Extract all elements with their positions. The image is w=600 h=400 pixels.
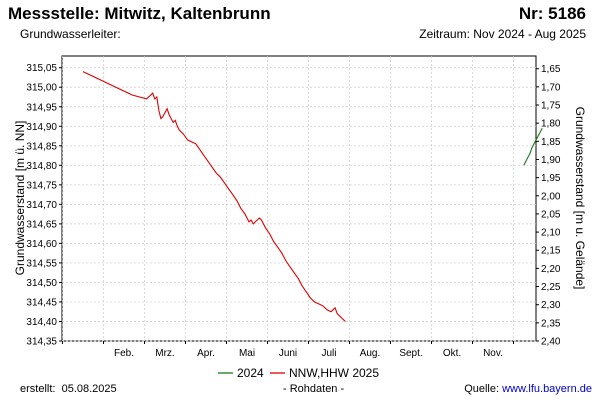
- series-line-nnw-hhw-2025: [82, 71, 346, 322]
- x-tick-label: Apr.: [197, 348, 215, 359]
- created-date: 05.08.2025: [61, 383, 117, 395]
- period-label: Zeitraum: Nov 2024 - Aug 2025: [419, 27, 586, 41]
- right-tick-label: 1,90: [541, 155, 561, 166]
- right-tick-label: 1,80: [541, 119, 561, 130]
- x-tick-label: Mai: [239, 348, 255, 359]
- right-tick-label: 1,95: [541, 173, 561, 184]
- left-tick-label: 314,75: [26, 180, 57, 191]
- right-tick-label: 2,20: [541, 264, 561, 275]
- x-tick-label: Mrz.: [155, 348, 174, 359]
- y-axis-label-right: Grundwasserstand [m u. Gelände]: [573, 107, 587, 290]
- legend: 2024 NNW,HHW 2025: [218, 366, 379, 380]
- station-number: Nr: 5186: [518, 4, 586, 23]
- raw-data-note: - Rohdaten -: [283, 383, 345, 395]
- grid: [62, 56, 536, 342]
- left-tick-label: 314,40: [26, 317, 57, 328]
- series-line-2024: [523, 127, 543, 166]
- x-tick-label: Feb.: [114, 348, 134, 359]
- left-tick-label: 314,45: [26, 297, 57, 308]
- right-tick-label: 2,30: [541, 300, 561, 311]
- left-tick-label: 315,00: [26, 83, 57, 94]
- right-tick-label: 2,25: [541, 282, 561, 293]
- legend-label-2025: NNW,HHW 2025: [289, 366, 379, 380]
- y-axis-label-left: Grundwasserstand [m ü. NN]: [13, 121, 27, 276]
- right-tick-label: 2,00: [541, 191, 561, 202]
- left-tick-label: 314,85: [26, 141, 57, 152]
- left-tick-label: 314,95: [26, 102, 57, 113]
- left-tick-label: 315,05: [26, 63, 57, 74]
- left-tick-label: 314,55: [26, 258, 57, 269]
- x-tick-label: Okt.: [443, 348, 461, 359]
- left-axis-ticks: 315,05 315,00 314,95 314,90 314,85 314,80 314,…: [26, 63, 62, 348]
- right-tick-label: 2,10: [541, 228, 561, 239]
- right-tick-label: 2,05: [541, 209, 561, 220]
- created-label: erstellt:: [20, 383, 56, 395]
- created-info: erstellt: 05.08.2025: [20, 383, 117, 395]
- x-axis-ticks: Feb. Mrz. Apr. Mai Juni Juli Aug. Sept. Okt. Nov.: [62, 341, 514, 359]
- left-tick-label: 314,35: [26, 337, 57, 348]
- right-tick-label: 2,40: [541, 337, 561, 348]
- source-link[interactable]: www.lfu.bayern.de: [502, 383, 592, 395]
- series-group: [82, 71, 543, 322]
- source-label: Quelle:: [464, 383, 500, 395]
- right-tick-label: 1,65: [541, 64, 561, 75]
- x-tick-label: Nov.: [483, 348, 503, 359]
- left-tick-label: 314,90: [26, 122, 57, 133]
- left-tick-label: 314,60: [26, 239, 57, 250]
- x-tick-label: Sept.: [399, 348, 422, 359]
- source-info: Quelle: www.lfu.bayern.de: [464, 383, 592, 395]
- x-tick-label: Aug.: [360, 348, 381, 359]
- x-tick-label: Juli: [321, 348, 336, 359]
- left-tick-label: 314,70: [26, 200, 57, 211]
- left-tick-label: 314,80: [26, 161, 57, 172]
- right-tick-label: 1,70: [541, 82, 561, 93]
- right-tick-label: 1,85: [541, 137, 561, 148]
- right-axis-ticks: 1,65 1,70 1,75 1,80 1,85 1,90 1,95 2,00 2,05 2,10…: [536, 64, 561, 348]
- left-tick-label: 314,50: [26, 278, 57, 289]
- left-tick-label: 314,65: [26, 219, 57, 230]
- plot-frame: [61, 55, 537, 342]
- station-title: Messstelle: Mitwitz, Kaltenbrunn: [8, 4, 271, 23]
- right-tick-label: 2,35: [541, 318, 561, 329]
- right-tick-label: 1,75: [541, 101, 561, 112]
- legend-label-2024: 2024: [237, 366, 264, 380]
- aquifer-label: Grundwasserleiter:: [20, 27, 121, 41]
- right-tick-label: 2,15: [541, 246, 561, 257]
- x-tick-label: Juni: [279, 348, 297, 359]
